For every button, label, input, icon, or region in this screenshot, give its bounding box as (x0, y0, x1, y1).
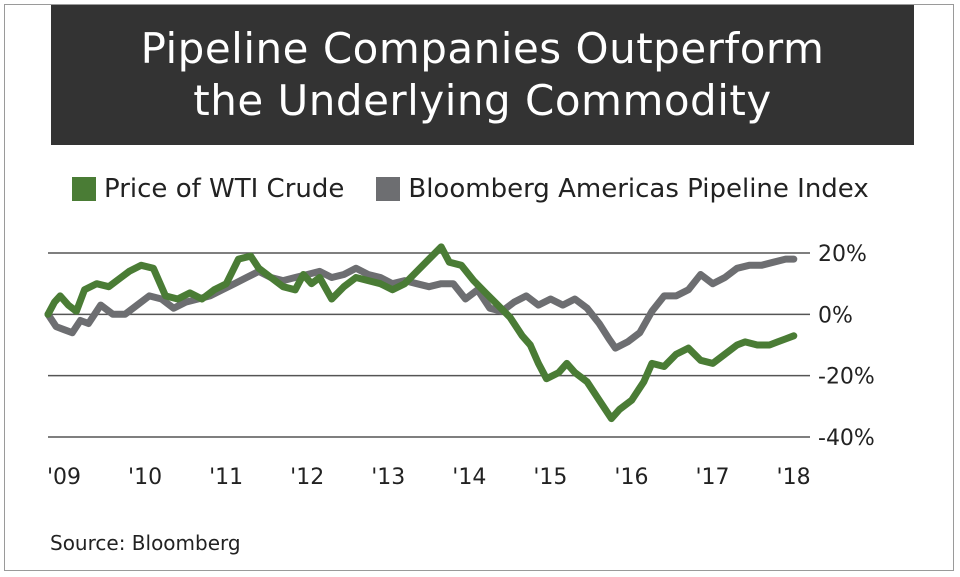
title-line-1: Pipeline Companies Outperform (140, 24, 825, 73)
x-tick-label-4: '13 (371, 465, 405, 490)
legend-item-pipeline: Bloomberg Americas Pipeline Index (376, 174, 869, 204)
x-tick-label-9: '18 (777, 465, 811, 490)
x-tick-label-5: '14 (452, 465, 486, 490)
x-tick-label-7: '16 (614, 465, 648, 490)
series-line-pipeline (44, 255, 798, 352)
title-line-2: the Underlying Commodity (193, 76, 772, 125)
title-banner: Pipeline Companies Outperform the Underl… (51, 5, 914, 145)
legend: Price of WTI Crude Bloomberg Americas Pi… (72, 172, 901, 206)
x-tick-label-1: '10 (128, 465, 162, 490)
y-tick-label-2: -20% (818, 365, 875, 390)
series-line-wti (44, 243, 798, 423)
legend-item-wti: Price of WTI Crude (72, 174, 344, 204)
x-tick-label-3: '12 (290, 465, 324, 490)
y-tick-label-1: 0% (818, 303, 853, 328)
legend-swatch-pipeline (376, 177, 401, 201)
legend-swatch-wti (72, 177, 96, 201)
x-tick-label-8: '17 (695, 465, 729, 490)
y-tick-label-0: 20% (818, 242, 867, 267)
source-note: Source: Bloomberg (50, 531, 241, 555)
y-tick-label-3: -40% (818, 426, 875, 451)
x-tick-label-2: '11 (209, 465, 243, 490)
x-tick-label-6: '15 (533, 465, 567, 490)
legend-label-pipeline: Bloomberg Americas Pipeline Index (408, 174, 869, 204)
x-tick-label-0: '09 (47, 465, 81, 490)
legend-label-wti: Price of WTI Crude (104, 174, 345, 204)
